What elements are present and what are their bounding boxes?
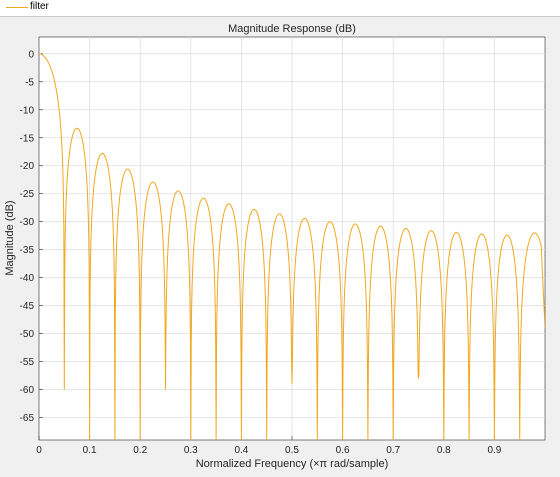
legend-line-swatch bbox=[6, 7, 28, 8]
y-tick-label: -25 bbox=[20, 189, 35, 200]
x-tick-label: 0.9 bbox=[487, 445, 501, 456]
legend-bar: filter bbox=[0, 0, 560, 17]
legend-label: filter bbox=[30, 1, 49, 12]
y-tick-label: 0 bbox=[28, 49, 34, 60]
x-tick-label: 0.7 bbox=[386, 445, 400, 456]
x-tick-label: 0.4 bbox=[234, 445, 248, 456]
y-tick-label: -10 bbox=[20, 105, 35, 116]
y-tick-label: -45 bbox=[20, 301, 35, 312]
series-group bbox=[39, 53, 545, 440]
chart-title: Magnitude Response (dB) bbox=[228, 23, 356, 35]
x-tick-label: 0.1 bbox=[83, 445, 97, 456]
x-tick-label: 0 bbox=[36, 445, 42, 456]
y-tick-label: -15 bbox=[20, 133, 35, 144]
x-tick-label: 0.8 bbox=[437, 445, 451, 456]
y-tick-label: -35 bbox=[20, 245, 35, 256]
y-tick-label: -30 bbox=[20, 217, 35, 228]
y-tick-label: -60 bbox=[20, 385, 35, 396]
x-axis-ticks: 0 0.1 0.2 0.3 0.4 0.5 0.6 0.7 0.8 0.9 bbox=[36, 436, 502, 456]
y-tick-label: -50 bbox=[20, 329, 35, 340]
y-axis-label: Magnitude (dB) bbox=[4, 200, 16, 275]
y-tick-label: -40 bbox=[20, 273, 35, 284]
y-tick-label: -55 bbox=[20, 357, 35, 368]
x-tick-label: 0.6 bbox=[336, 445, 350, 456]
x-tick-label: 0.2 bbox=[133, 445, 147, 456]
series-line-filter bbox=[39, 53, 545, 440]
y-tick-label: -20 bbox=[20, 161, 35, 172]
y-axis-ticks: 0 -5 -10 -15 -20 -25 -30 -35 -40 -45 -50 -55 -60 -65 bbox=[20, 49, 43, 424]
x-tick-label: 0.5 bbox=[285, 445, 299, 456]
x-tick-label: 0.3 bbox=[184, 445, 198, 456]
y-tick-label: -65 bbox=[20, 413, 35, 424]
x-axis-label: Normalized Frequency (×π rad/sample) bbox=[196, 458, 389, 470]
y-tick-label: -5 bbox=[25, 77, 34, 88]
